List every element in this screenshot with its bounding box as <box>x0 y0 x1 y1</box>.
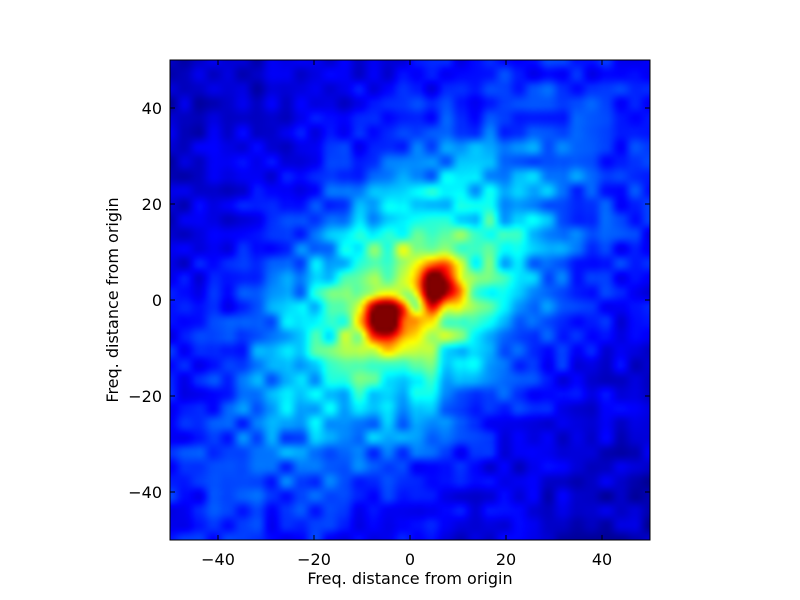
x-tick-label: 40 <box>592 550 612 569</box>
y-tick-label: 0 <box>152 291 162 310</box>
y-tick-label: −40 <box>128 483 162 502</box>
plot-area <box>169 59 651 541</box>
x-tick-label: −20 <box>297 550 331 569</box>
x-axis-label: Freq. distance from origin <box>307 569 512 588</box>
heatmap-image <box>170 60 650 540</box>
y-axis-label: Freq. distance from origin <box>103 197 122 402</box>
x-tick-label: 0 <box>405 550 415 569</box>
x-tick-label: 20 <box>496 550 516 569</box>
x-axis-ticks: −40 −20 0 20 40 <box>201 60 612 569</box>
y-tick-label: −20 <box>128 387 162 406</box>
y-axis-ticks: −40 −20 0 20 40 <box>128 99 650 502</box>
y-tick-label: 20 <box>142 195 162 214</box>
y-tick-label: 40 <box>142 99 162 118</box>
x-tick-label: −40 <box>201 550 235 569</box>
